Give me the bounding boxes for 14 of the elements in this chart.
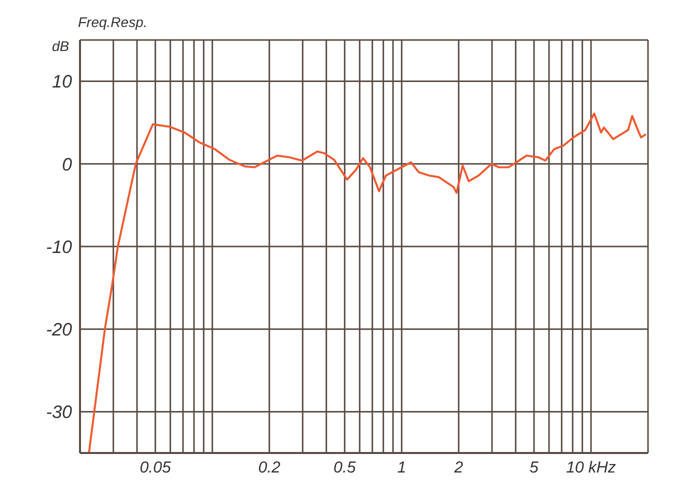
x-tick-label: 1 <box>397 459 406 476</box>
chart-title: Freq.Resp. <box>78 14 148 30</box>
x-tick-label: 0.2 <box>258 459 281 476</box>
x-tick-label: 0.5 <box>334 459 356 476</box>
y-tick-label: 0 <box>62 154 72 174</box>
y-tick-label: -30 <box>46 402 72 422</box>
x-tick-label: 10 kHz <box>566 459 616 476</box>
y-tick-label: 10 <box>52 72 72 92</box>
y-tick-label: -10 <box>46 236 72 257</box>
x-tick-label: 0.05 <box>140 459 172 476</box>
x-tick-label: 2 <box>453 459 464 476</box>
x-tick-label: 5 <box>530 459 539 476</box>
y-axis-title: dB <box>52 38 70 54</box>
y-tick-label: -20 <box>46 319 72 340</box>
